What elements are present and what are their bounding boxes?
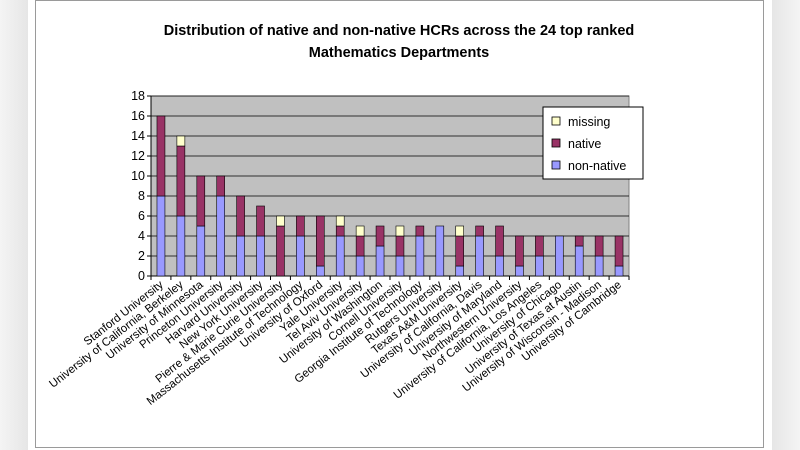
y-tick-label: 4: [138, 229, 145, 243]
bar-non-native: [176, 215, 186, 277]
y-tick-label: 10: [131, 169, 145, 183]
bar-missing: [335, 215, 345, 227]
y-tick-label: 14: [131, 129, 145, 143]
bar-native: [395, 235, 405, 257]
bar-non-native: [395, 255, 405, 277]
bar-non-native: [236, 235, 245, 277]
bar-non-native: [495, 255, 504, 277]
bar-native: [355, 235, 365, 257]
legend-label-missing: missing: [568, 115, 610, 129]
bar-non-native: [535, 255, 544, 277]
legend: missing native non-native: [542, 106, 644, 180]
chart: Distribution of native and non-native HC…: [47, 23, 644, 408]
bar-native: [276, 225, 285, 277]
legend-swatch-non-native: [551, 160, 561, 170]
bar-non-native: [415, 235, 425, 277]
bar-non-native: [156, 195, 166, 277]
bar-non-native: [455, 265, 464, 277]
bar-non-native: [515, 265, 524, 277]
bar-native: [455, 235, 464, 267]
bar-non-native: [574, 245, 584, 277]
legend-swatch-missing: [551, 116, 561, 126]
bar-native: [535, 235, 544, 257]
bar-native: [574, 235, 584, 247]
bar-non-native: [216, 195, 225, 277]
y-tick-label: 2: [138, 249, 145, 263]
bar-non-native: [316, 265, 325, 277]
bar-native: [256, 205, 265, 237]
bar-native: [156, 115, 166, 197]
bar-native: [176, 145, 186, 217]
bar-non-native: [375, 245, 385, 277]
bar-non-native: [435, 225, 445, 277]
y-tick-label: 16: [131, 109, 145, 123]
bar-non-native: [355, 255, 365, 277]
bar-native: [296, 215, 305, 237]
y-tick-label: 18: [131, 89, 145, 103]
bar-native: [216, 175, 225, 197]
bar-non-native: [594, 255, 604, 277]
bar-native: [515, 235, 524, 267]
bar-native: [236, 195, 245, 237]
bar-missing: [395, 225, 405, 237]
bar-missing: [355, 225, 365, 237]
bar-missing: [276, 215, 285, 227]
bar-native: [375, 225, 385, 247]
bar-non-native: [335, 235, 345, 277]
chart-title-line-2: Mathematics Departments: [309, 45, 490, 61]
bar-native: [614, 235, 624, 267]
y-tick-label: 8: [138, 189, 145, 203]
bar-native: [335, 225, 345, 237]
chart-title-line-1: Distribution of native and non-native HC…: [164, 23, 635, 39]
chart-frame: Distribution of native and non-native HC…: [35, 0, 764, 448]
left-margin: [0, 0, 28, 450]
legend-label-non-native: non-native: [568, 159, 626, 173]
bar-missing: [176, 135, 186, 147]
bar-non-native: [555, 235, 564, 277]
bar-non-native: [256, 235, 265, 277]
y-tick-label: 6: [138, 209, 145, 223]
bar-non-native: [475, 235, 484, 277]
bar-native: [316, 215, 325, 267]
bar-non-native: [614, 265, 624, 277]
bar-native: [475, 225, 484, 237]
legend-label-native: native: [568, 137, 601, 151]
bar-native: [594, 235, 604, 257]
y-tick-label: 12: [131, 149, 145, 163]
bar-missing: [455, 225, 464, 237]
bar-native: [196, 175, 206, 227]
right-margin: [772, 0, 800, 450]
y-tick-label: 0: [138, 269, 145, 283]
legend-swatch-native: [551, 138, 561, 148]
bar-non-native: [196, 225, 206, 277]
bar-native: [415, 225, 425, 237]
bar-native: [495, 225, 504, 257]
bar-non-native: [296, 235, 305, 277]
